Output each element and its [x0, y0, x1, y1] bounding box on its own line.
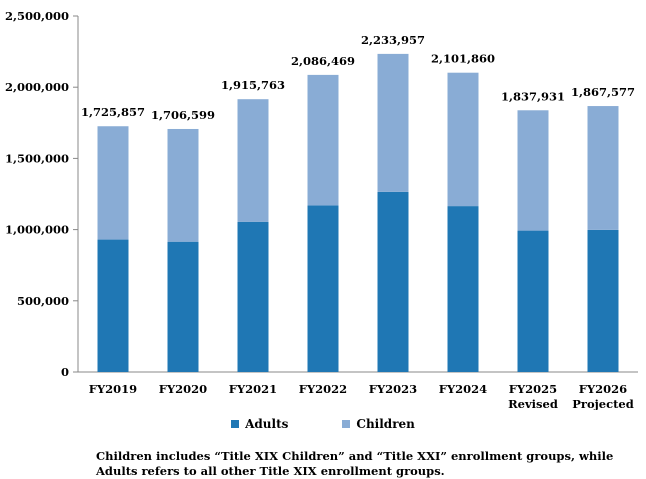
y-tick-label: 500,000 [17, 294, 69, 308]
x-tick-label: Revised [508, 397, 558, 410]
x-tick-label: FY2019 [89, 382, 137, 396]
enrollment-chart: 0 500,000 1,000,000 1,500,000 2,000,000 2,500… [5, 9, 638, 410]
x-tick-label: FY2021 [229, 382, 277, 396]
x-tick-label: Projected [572, 397, 634, 410]
bar-total-label: 2,233,957 [361, 33, 425, 47]
bar-segment-adults [307, 205, 339, 372]
legend-swatch-adults [231, 420, 240, 428]
bar-total-label: 1,837,931 [501, 89, 565, 103]
y-tick-label: 1,500,000 [5, 151, 69, 165]
x-tick-label: FY2023 [369, 382, 417, 396]
bar-segment-children [307, 74, 339, 206]
bar-segment-adults [377, 191, 409, 372]
bar-total-label: 2,086,469 [291, 54, 355, 68]
x-tick-label: FY2020 [159, 382, 207, 396]
bar-segment-children [237, 99, 269, 222]
y-tick-label: 0 [61, 365, 69, 379]
y-tick-label: 2,500,000 [5, 9, 69, 23]
bar-segment-adults [447, 206, 479, 372]
bar-segment-children [587, 106, 619, 230]
bar-total-label: 1,915,763 [221, 78, 285, 92]
legend-item-children: Children [342, 417, 415, 431]
bar-total-label: 2,101,860 [431, 52, 495, 66]
bar-total-label: 1,867,577 [571, 85, 635, 99]
bar-segment-adults [517, 230, 549, 372]
x-tick-label: FY2026 [579, 382, 627, 396]
bar-segment-adults [237, 221, 269, 372]
chart-footnote: Children includes “Title XIX Children” a… [96, 449, 614, 478]
bar-segment-children [447, 72, 479, 207]
bar-segment-children [377, 53, 409, 192]
x-tick-label: FY2022 [299, 382, 347, 396]
bar-segment-adults [167, 241, 199, 372]
y-tick-label: 2,000,000 [5, 80, 69, 94]
legend-label-children: Children [356, 417, 415, 431]
bar-total-label: 1,725,857 [81, 105, 145, 119]
bar-segment-children [97, 126, 129, 240]
legend-swatch-children [342, 420, 351, 428]
chart-legend: Adults Children [0, 417, 646, 431]
x-tick-label: FY2025 [509, 382, 557, 396]
bar-total-label: 1,706,599 [151, 108, 215, 122]
legend-item-adults: Adults [231, 417, 288, 431]
x-tick-label: FY2024 [439, 382, 487, 396]
legend-label-adults: Adults [245, 417, 289, 431]
bar-segment-children [167, 128, 199, 242]
bar-segment-adults [587, 229, 619, 372]
bar-segment-children [517, 110, 549, 231]
bar-segment-adults [97, 239, 129, 372]
y-tick-label: 1,000,000 [5, 223, 69, 237]
